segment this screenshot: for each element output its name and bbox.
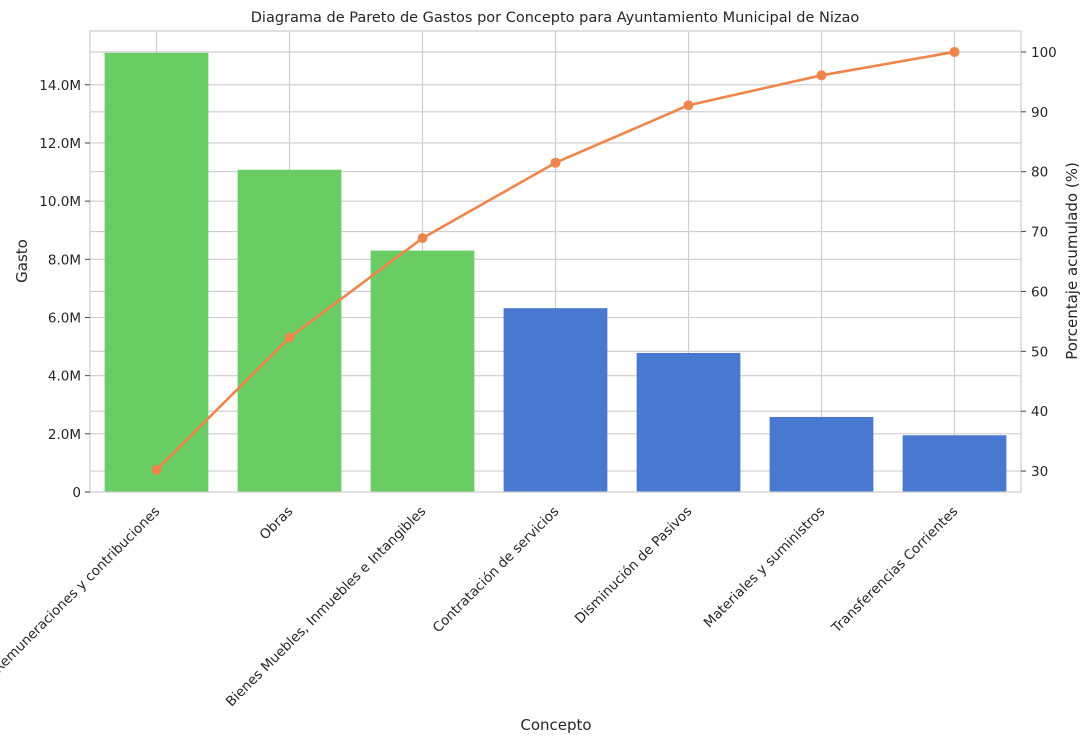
x-tick-label: Transferencias Corrientes xyxy=(828,504,961,637)
y-tick-label: 2.0M xyxy=(48,427,81,443)
y2-tick-label: 70 xyxy=(1031,225,1048,241)
cumulative-line xyxy=(151,46,960,475)
x-tick-label: Contratación de servicios xyxy=(430,504,563,637)
x-tick-label: Obras xyxy=(257,504,297,544)
chart-title: Diagrama de Pareto de Gastos por Concept… xyxy=(251,10,860,26)
bar xyxy=(636,352,741,492)
y-tick-label: 14.0M xyxy=(39,78,81,94)
cumulative-point xyxy=(417,233,428,244)
y2-tick-label: 100 xyxy=(1031,45,1057,61)
y2-tick-label: 90 xyxy=(1031,105,1048,121)
y2-tick-label: 30 xyxy=(1031,464,1048,480)
y-tick-label: 10.0M xyxy=(39,194,81,210)
y-tick-label: 6.0M xyxy=(48,310,81,326)
y2-axis-label: Porcentaje acumulado (%) xyxy=(1063,162,1081,360)
y2-tick-label: 50 xyxy=(1031,344,1048,360)
bar xyxy=(237,169,342,493)
x-tick-label: Disminución de Pasivos xyxy=(572,504,695,627)
y-tick-label: 8.0M xyxy=(48,252,81,268)
y-axis-label: Gasto xyxy=(13,239,31,283)
cumulative-point xyxy=(550,157,561,168)
cumulative-point xyxy=(949,46,960,57)
y2-tick-label: 40 xyxy=(1031,404,1048,420)
plot-frame xyxy=(89,30,1022,493)
x-axis-label: Concepto xyxy=(520,716,591,734)
y2-tick-label: 60 xyxy=(1031,284,1048,300)
x-tick-label: Remuneraciones y contribuciones xyxy=(0,504,163,677)
bar xyxy=(370,250,475,492)
y-tick-label: 0 xyxy=(72,485,81,501)
y2-tick-label: 80 xyxy=(1031,165,1048,181)
y-tick-label: 12.0M xyxy=(39,136,81,152)
bar xyxy=(902,435,1007,492)
y-tick-label: 4.0M xyxy=(48,369,81,385)
cumulative-point xyxy=(683,100,694,111)
x-tick-label: Bienes Muebles, Inmuebles e Intangibles xyxy=(223,504,429,710)
cumulative-point xyxy=(816,70,827,81)
bar xyxy=(503,308,608,492)
x-tick-label: Materiales y suministros xyxy=(701,504,829,632)
bars xyxy=(104,52,1007,493)
bar xyxy=(769,416,874,492)
cumulative-point xyxy=(284,332,295,343)
bar xyxy=(104,52,209,493)
cumulative-point xyxy=(151,464,162,475)
